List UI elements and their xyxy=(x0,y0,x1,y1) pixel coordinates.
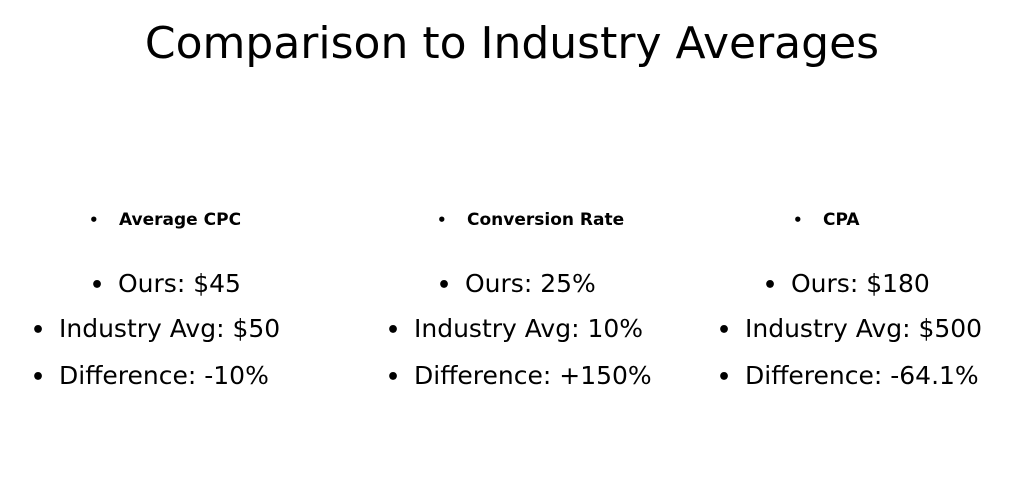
list-item: • Industry Avg: $500 xyxy=(717,313,982,347)
bullet-icon: • xyxy=(717,318,732,343)
list-item: • Difference: -10% xyxy=(31,360,269,394)
column-heading-label: CPA xyxy=(823,210,860,230)
column-heading-average-cpc: • Average CPC xyxy=(89,209,241,231)
bullet-icon: • xyxy=(31,365,46,390)
list-item: • Difference: -64.1% xyxy=(717,360,979,394)
bullet-icon: • xyxy=(386,318,401,343)
bullet-icon: • xyxy=(793,211,803,229)
bullet-icon: • xyxy=(90,273,105,298)
list-item-text: Ours: $180 xyxy=(791,269,930,298)
bullet-icon: • xyxy=(89,211,99,229)
bullet-icon: • xyxy=(717,365,732,390)
slide-title: Comparison to Industry Averages xyxy=(144,18,880,69)
list-item: • Difference: +150% xyxy=(386,360,652,394)
bullet-icon: • xyxy=(31,318,46,343)
list-item-text: Ours: 25% xyxy=(465,269,596,298)
list-item: • Ours: $180 xyxy=(763,268,930,302)
column-heading-label: Average CPC xyxy=(119,210,242,230)
list-item: • Ours: $45 xyxy=(90,268,241,302)
list-item-text: Difference: +150% xyxy=(414,361,652,390)
list-item: • Industry Avg: $50 xyxy=(31,313,280,347)
list-item-text: Industry Avg: $500 xyxy=(745,314,983,343)
list-item-text: Industry Avg: 10% xyxy=(414,314,644,343)
bullet-icon: • xyxy=(386,365,401,390)
list-item-text: Difference: -10% xyxy=(59,361,269,390)
list-item-text: Industry Avg: $50 xyxy=(59,314,281,343)
list-item-text: Ours: $45 xyxy=(118,269,241,298)
list-item-text: Difference: -64.1% xyxy=(745,361,979,390)
column-heading-label: Conversion Rate xyxy=(467,210,625,230)
bullet-icon: • xyxy=(437,211,447,229)
list-item: • Ours: 25% xyxy=(437,268,596,302)
bullet-icon: • xyxy=(437,273,452,298)
bullet-icon: • xyxy=(763,273,778,298)
list-item: • Industry Avg: 10% xyxy=(386,313,643,347)
column-heading-cpa: • CPA xyxy=(793,209,860,231)
column-heading-conversion-rate: • Conversion Rate xyxy=(437,209,624,231)
